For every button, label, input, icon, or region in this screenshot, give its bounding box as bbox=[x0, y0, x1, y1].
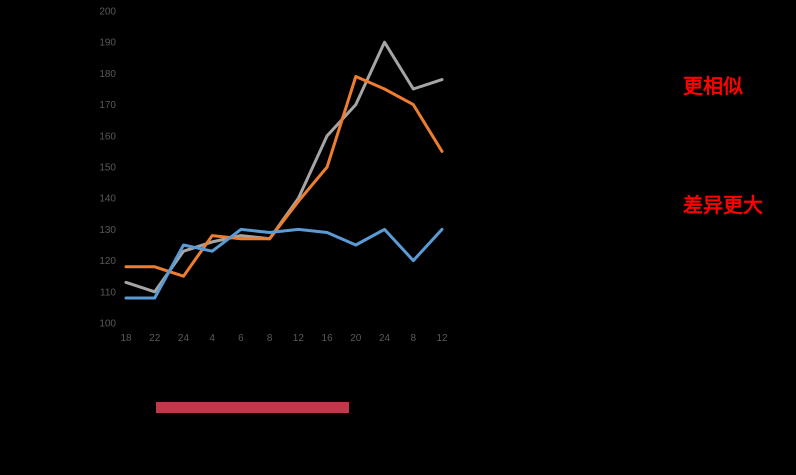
blue-series-line bbox=[124, 227, 444, 300]
x-tick-label: 22 bbox=[149, 333, 161, 344]
x-tick-label: 24 bbox=[379, 333, 391, 344]
x-tick-label: 16 bbox=[322, 333, 334, 344]
y-tick-label: 100 bbox=[99, 319, 116, 330]
series-lines bbox=[124, 40, 444, 300]
y-tick-label: 120 bbox=[99, 256, 116, 267]
annotation-more-different: 差异更大 bbox=[683, 193, 763, 217]
x-tick-label: 4 bbox=[209, 333, 215, 344]
annotation-more-similar: 更相似 bbox=[683, 74, 743, 98]
y-tick-label: 130 bbox=[99, 225, 116, 236]
orange-series-line bbox=[124, 75, 444, 278]
y-axis-tick-labels: 100 110 120 130 140 150 160 170 180 190 200 bbox=[99, 7, 116, 330]
x-tick-label: 12 bbox=[436, 333, 448, 344]
y-tick-label: 140 bbox=[99, 194, 116, 205]
y-tick-label: 150 bbox=[99, 163, 116, 174]
gray-series-line bbox=[124, 40, 444, 294]
x-tick-label: 8 bbox=[410, 333, 416, 344]
x-tick-label: 6 bbox=[238, 333, 244, 344]
y-tick-label: 170 bbox=[99, 100, 116, 111]
x-tick-label: 18 bbox=[120, 333, 132, 344]
y-tick-label: 160 bbox=[99, 131, 116, 142]
y-tick-label: 200 bbox=[99, 7, 116, 18]
x-tick-label: 24 bbox=[178, 333, 190, 344]
timeline-highlight-bar bbox=[156, 402, 349, 413]
y-tick-label: 180 bbox=[99, 69, 116, 80]
y-tick-label: 110 bbox=[100, 287, 116, 298]
x-tick-label: 20 bbox=[350, 333, 362, 344]
y-tick-label: 190 bbox=[99, 38, 116, 49]
x-tick-label: 8 bbox=[267, 333, 273, 344]
x-tick-label: 12 bbox=[293, 333, 305, 344]
x-axis-tick-labels: 18 22 24 4 6 8 12 16 20 24 8 12 bbox=[120, 333, 448, 344]
